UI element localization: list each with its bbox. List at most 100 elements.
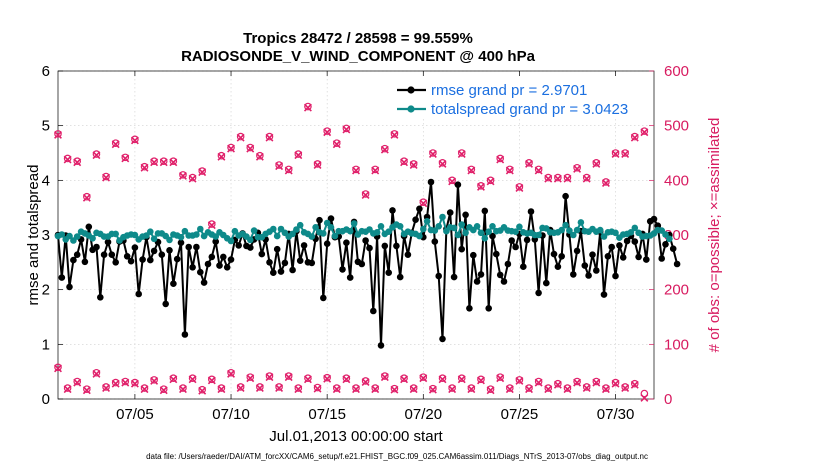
rmse-point xyxy=(377,342,385,349)
rmse-point xyxy=(404,251,412,258)
obs-assimilated-marker xyxy=(130,379,139,388)
totalspread-point xyxy=(573,226,581,234)
obs-possible-marker xyxy=(121,377,130,386)
rmse-point xyxy=(619,254,627,261)
y-left-tick-label: 5 xyxy=(42,118,50,135)
obs-assimilated-marker xyxy=(592,378,601,387)
totalspread-point xyxy=(535,231,542,239)
obs-assimilated-marker xyxy=(601,385,610,394)
rmse-point xyxy=(273,245,281,253)
totalspread-point xyxy=(420,225,427,233)
rmse-point xyxy=(558,252,565,260)
obs-possible-marker xyxy=(102,172,110,181)
obs-possible-marker xyxy=(381,144,389,153)
obs-assimilated-marker xyxy=(198,386,207,395)
rmse-point xyxy=(108,251,116,258)
obs-possible-marker xyxy=(419,198,428,207)
obs-possible-marker xyxy=(217,384,226,392)
totalspread-point xyxy=(231,227,239,235)
obs-assimilated-marker xyxy=(525,159,533,168)
totalspread-point xyxy=(454,231,462,239)
obs-possible-marker xyxy=(496,373,504,381)
obs-possible-marker xyxy=(640,389,649,398)
obs-assimilated-marker xyxy=(284,166,293,175)
x-tick-label: 07/20 xyxy=(405,406,443,423)
rmse-point xyxy=(485,305,493,312)
obs-possible-marker xyxy=(275,161,283,169)
obs-possible-marker xyxy=(621,383,629,391)
obs-possible-marker xyxy=(169,157,178,166)
obs-assimilated-marker xyxy=(265,373,274,382)
obs-possible-marker xyxy=(73,157,82,166)
obs-assimilated-marker xyxy=(611,379,620,388)
rmse-point xyxy=(523,236,531,244)
rmse-point xyxy=(462,211,469,219)
x-tick-label: 07/10 xyxy=(212,406,250,423)
rmse-point xyxy=(608,243,615,251)
y-right-tick-label: 600 xyxy=(664,63,689,80)
obs-possible-marker xyxy=(525,159,533,167)
obs-assimilated-marker xyxy=(505,166,514,175)
rmse-point xyxy=(123,252,131,260)
rmse-point xyxy=(427,178,435,186)
obs-possible-marker xyxy=(544,173,553,182)
totalspread-point xyxy=(377,223,385,230)
x-tick-label: 07/05 xyxy=(116,406,154,423)
totalspread-point xyxy=(250,227,258,234)
obs-assimilated-marker xyxy=(428,385,437,394)
rmse-point xyxy=(616,242,623,249)
obs-assimilated-marker xyxy=(150,376,159,385)
rmse-point xyxy=(412,216,419,223)
totalspread-point xyxy=(662,231,669,238)
rmse-point xyxy=(162,300,169,308)
obs-possible-marker xyxy=(544,384,553,392)
obs-assimilated-marker xyxy=(294,151,303,160)
rmse-point xyxy=(346,274,354,281)
axis-ticks: 07/05 07/10 07/15 07/20 07/25 07/30 0 1 2 3 4 5 6 0 10… xyxy=(42,63,689,423)
obs-possible-marker xyxy=(400,157,408,166)
rmse-point xyxy=(673,260,681,268)
obs-assimilated-marker xyxy=(121,378,130,387)
obs-assimilated-marker xyxy=(303,103,312,112)
obs-assimilated-marker xyxy=(130,136,139,145)
obs-possible-marker xyxy=(496,154,504,163)
rmse-point xyxy=(158,251,166,258)
totalspread-point xyxy=(485,228,493,235)
obs-possible-marker xyxy=(573,163,581,172)
obs-assimilated-marker xyxy=(438,375,447,384)
obs-possible-marker xyxy=(409,160,418,168)
rmse-point xyxy=(458,245,466,253)
rmse-point xyxy=(135,290,142,298)
obs-possible-marker xyxy=(352,165,360,174)
obs-assimilated-marker xyxy=(121,154,130,163)
totalspread-point xyxy=(512,228,519,235)
obs-assimilated-marker xyxy=(573,164,582,173)
totalspread-point xyxy=(385,228,393,235)
legend-spread-marker xyxy=(407,105,415,113)
rmse-point xyxy=(489,232,496,240)
rmse-point xyxy=(385,269,393,277)
totalspread-point xyxy=(312,224,319,231)
obs-possible-marker xyxy=(573,377,581,386)
obs-assimilated-marker xyxy=(448,177,457,186)
obs-possible-marker xyxy=(390,130,399,138)
obs-assimilated-marker xyxy=(294,385,303,394)
obs-possible-marker xyxy=(582,383,591,391)
legend-box xyxy=(395,76,650,118)
obs-possible-marker xyxy=(486,176,495,185)
obs-assimilated-marker xyxy=(400,158,409,167)
rmse-point xyxy=(343,239,350,246)
rmse-point xyxy=(381,242,389,250)
totalspread-point xyxy=(570,231,577,239)
obs-assimilated-marker xyxy=(111,140,120,149)
obs-possible-marker xyxy=(121,153,130,162)
obs-assimilated-marker xyxy=(179,171,187,180)
obs-assimilated-marker xyxy=(313,384,322,393)
obs-assimilated-marker xyxy=(275,162,284,171)
obs-possible-marker xyxy=(429,384,437,393)
rmse-point xyxy=(570,271,577,278)
totalspread-point xyxy=(147,228,154,235)
totalspread-point xyxy=(66,232,73,240)
obs-assimilated-marker xyxy=(457,150,466,159)
totalspread-point xyxy=(423,218,431,225)
